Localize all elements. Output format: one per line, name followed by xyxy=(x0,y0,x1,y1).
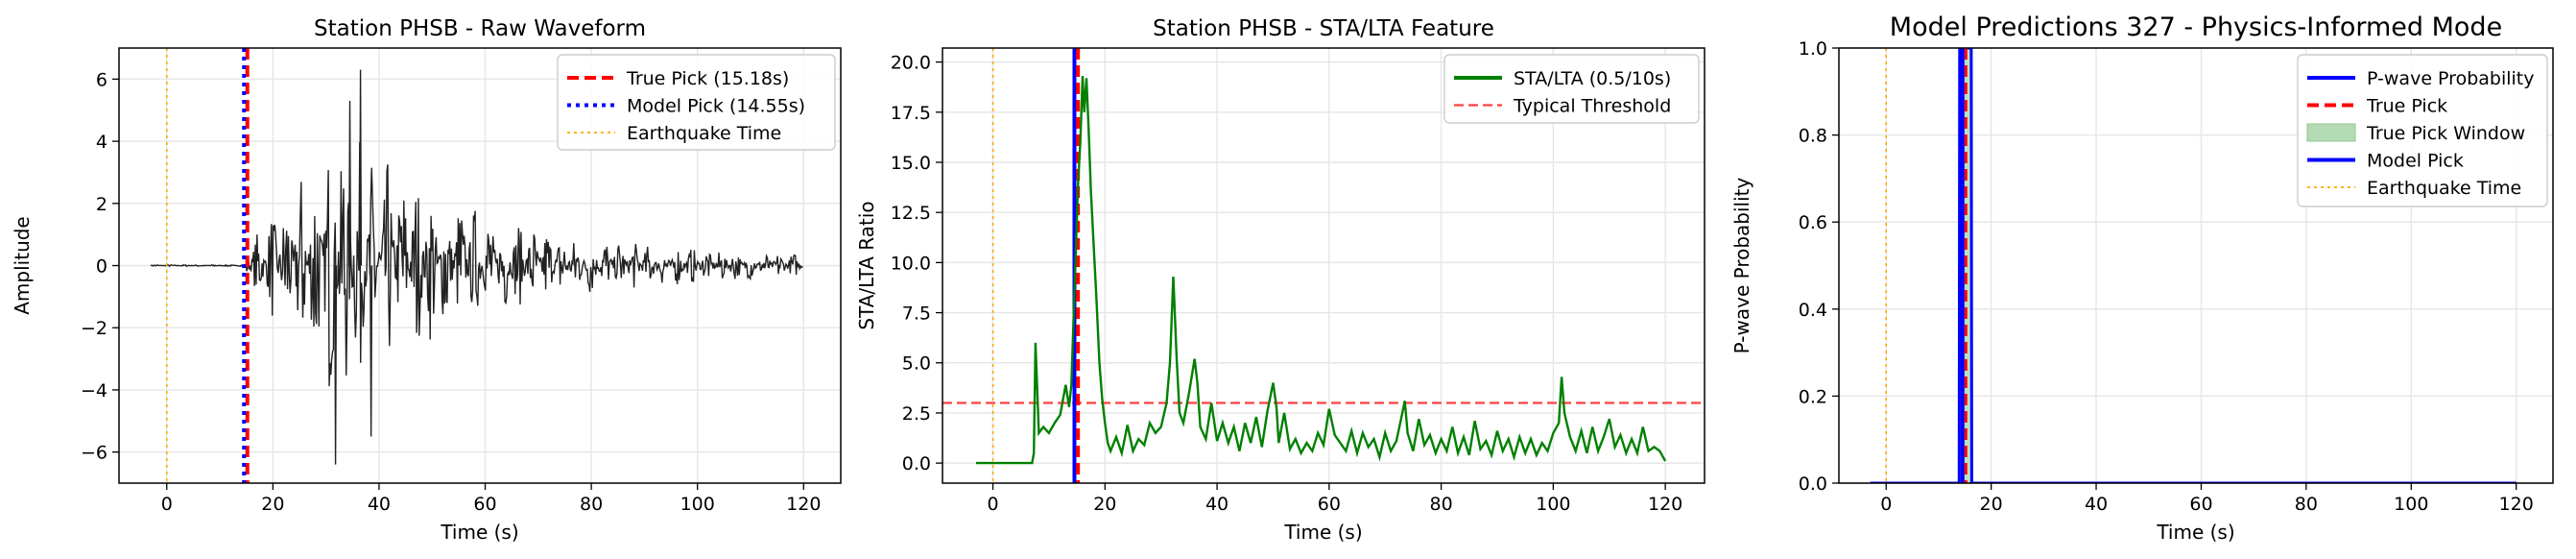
x-tick-label: 40 xyxy=(1205,494,1228,515)
y-tick-label: 0.2 xyxy=(1799,386,1827,407)
x-tick-label: 40 xyxy=(368,494,391,515)
y-axis-label: STA/LTA Ratio xyxy=(855,201,878,329)
x-tick-label: 20 xyxy=(1093,494,1116,515)
y-tick-label: 0.8 xyxy=(1799,126,1827,147)
legend: P-wave Probability True Pick True Pick Win… xyxy=(2297,54,2548,207)
legend-label: True Pick Window xyxy=(2366,123,2525,144)
x-tick-label: 80 xyxy=(580,494,603,515)
x-axis-label: Time (s) xyxy=(440,521,518,544)
y-tick-label: 12.5 xyxy=(891,203,931,224)
y-tick-label: −2 xyxy=(81,318,107,339)
x-tick-label: 80 xyxy=(2295,494,2318,515)
legend-box xyxy=(1443,54,1700,124)
x-axis-label: Time (s) xyxy=(2156,521,2234,544)
y-tick-label: 20.0 xyxy=(891,53,931,74)
waveform-peak xyxy=(348,101,352,266)
y-tick-label: 7.5 xyxy=(902,304,931,325)
waveform-panel: 0 20 40 60 80 100 120 −6 −4 −2 0 2 4 6 Station PHSB - … xyxy=(11,16,842,544)
waveform-peak xyxy=(359,69,363,266)
x-axis-label: Time (s) xyxy=(1283,521,1362,544)
legend-label: True Pick (15.18s) xyxy=(626,68,789,89)
y-tick-label: 0.0 xyxy=(902,453,931,474)
x-tick-label: 80 xyxy=(1430,494,1453,515)
legend-label: Model Pick (14.55s) xyxy=(627,96,805,117)
x-tick-label: 100 xyxy=(2394,494,2428,515)
x-tick-label: 0 xyxy=(1880,494,1892,515)
legend-box xyxy=(557,54,836,151)
y-tick-label: 0.6 xyxy=(1799,212,1827,233)
y-tick-label: 1.0 xyxy=(1799,38,1827,60)
y-tick-label: 4 xyxy=(96,132,107,153)
y-tick-label: 0.4 xyxy=(1799,300,1827,321)
x-tick-label: 60 xyxy=(2189,494,2212,515)
y-tick-label: 17.5 xyxy=(891,103,931,124)
y-tick-label: −4 xyxy=(81,380,107,401)
legend-label: STA/LTA (0.5/10s) xyxy=(1514,68,1671,89)
y-tick-label: 5.0 xyxy=(902,353,931,375)
legend-label: Typical Threshold xyxy=(1513,96,1671,117)
x-tick-label: 60 xyxy=(1318,494,1341,515)
x-tick-label: 120 xyxy=(1648,494,1682,515)
x-tick-label: 0 xyxy=(161,494,173,515)
y-tick-label: 2.5 xyxy=(902,403,931,425)
legend-swatch xyxy=(2306,123,2356,142)
x-tick-label: 40 xyxy=(2085,494,2108,515)
x-tick-label: 0 xyxy=(987,494,998,515)
y-tick-label: 0.0 xyxy=(1799,474,1827,495)
y-tick-label: 15.0 xyxy=(891,153,931,174)
chart-title: Station PHSB - STA/LTA Feature xyxy=(1153,16,1494,41)
stalta-line xyxy=(976,76,1667,465)
chart-title: Model Predictions 327 - Physics-Informed… xyxy=(1890,12,2502,42)
y-tick-label: 0 xyxy=(96,256,107,278)
legend-label: Earthquake Time xyxy=(2367,178,2521,199)
stalta-panel: 0 20 40 60 80 100 120 0.0 2.5 5.0 7.5 10.0 12.5 15.0 1… xyxy=(855,16,1705,544)
y-tick-label: −6 xyxy=(81,443,107,464)
prediction-panel: 0 20 40 60 80 100 120 0.0 0.2 0.4 0.6 0.8 1.0 Model P… xyxy=(1730,12,2554,544)
y-tick-label: 6 xyxy=(96,69,107,90)
legend: STA/LTA (0.5/10s) Typical Threshold xyxy=(1443,54,1700,124)
y-axis-label: P-wave Probability xyxy=(1730,178,1753,354)
y-tick-label: 10.0 xyxy=(891,253,931,274)
legend-box xyxy=(2297,54,2548,207)
legend: True Pick (15.18s) Model Pick (14.55s) Ear… xyxy=(557,54,836,151)
x-tick-label: 120 xyxy=(2499,494,2534,515)
legend-label: Earthquake Time xyxy=(627,123,781,144)
legend-label: P-wave Probability xyxy=(2367,68,2535,89)
plot-area xyxy=(1870,48,2516,483)
plot-area xyxy=(942,48,1705,483)
x-tick-label: 120 xyxy=(786,494,821,515)
x-tick-label: 60 xyxy=(473,494,496,515)
axes-frame xyxy=(942,47,1705,484)
waveform-line xyxy=(150,141,803,387)
y-tick-label: 2 xyxy=(96,194,107,215)
chart-title: Station PHSB - Raw Waveform xyxy=(314,16,646,41)
legend-label: Model Pick xyxy=(2367,151,2464,172)
axes-frame xyxy=(1838,47,2554,484)
waveform-peak xyxy=(370,265,373,437)
legend-label: True Pick xyxy=(2366,96,2447,117)
x-tick-label: 20 xyxy=(1980,494,2003,515)
x-tick-label: 100 xyxy=(1536,494,1570,515)
y-axis-label: Amplitude xyxy=(11,216,34,315)
x-tick-label: 20 xyxy=(261,494,284,515)
x-tick-label: 100 xyxy=(680,494,715,515)
